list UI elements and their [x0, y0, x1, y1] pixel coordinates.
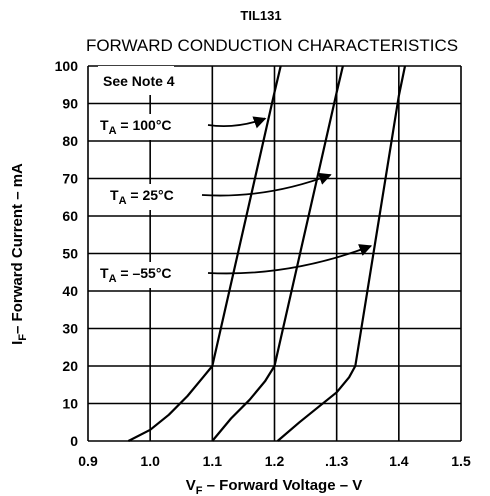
y-tick-labels: 0 10 20 30 40 50 60 70 80 90 100 [55, 58, 79, 449]
chart-title: TIL131 [240, 8, 281, 23]
series-label-main: T [100, 117, 109, 133]
note-label: See Note 4 [103, 73, 175, 89]
y-tick-label: 20 [62, 358, 78, 374]
x-tick-label: .1.3 [325, 453, 349, 469]
series-curve-2 [276, 65, 407, 442]
y-tick-label: 100 [55, 58, 79, 74]
annotation-arrow [207, 116, 267, 129]
x-tick-label: 1.1 [203, 453, 223, 469]
y-tick-label: 0 [70, 433, 78, 449]
y-tick-label: 30 [62, 321, 78, 337]
x-axis-label: VF – Forward Voltage – V [186, 477, 363, 496]
series-curve-0 [127, 65, 282, 442]
x-tick-label: 1.4 [389, 453, 409, 469]
x-axis-label-main: V [186, 477, 196, 494]
y-tick-label: 50 [62, 246, 78, 262]
annotation-label-bg [97, 114, 209, 140]
y-axis-label-group: IF– Forward Current – mA [9, 163, 29, 345]
y-tick-label: 10 [62, 396, 78, 412]
x-tick-label: 1.5 [451, 453, 471, 469]
grid-lines [87, 65, 462, 442]
series-curve-1 [211, 65, 344, 442]
series-label-main: T [110, 187, 119, 203]
y-tick-label: 90 [62, 96, 78, 112]
series-label-rest: = –55°C [117, 265, 172, 281]
y-axis-label-sub: F [17, 334, 29, 341]
series-label-2: TA = –55°C [100, 265, 172, 285]
y-tick-label: 60 [62, 208, 78, 224]
y-tick-label: 40 [62, 283, 78, 299]
y-tick-label: 70 [62, 171, 78, 187]
y-axis-label-main: I [9, 341, 26, 345]
annotation-arrow [207, 244, 373, 275]
x-tick-label: 0.9 [78, 453, 98, 469]
series-label-1: TA = 25°C [110, 187, 174, 207]
x-axis-label-sub: F [196, 485, 203, 496]
y-axis-label: IF– Forward Current – mA [9, 163, 29, 345]
series-label-sub: A [119, 195, 127, 207]
series-label-sub: A [109, 125, 117, 137]
annotation-arrow [201, 172, 332, 197]
chart-subtitle: FORWARD CONDUCTION CHARACTERISTICS [86, 36, 458, 55]
x-axis-label-rest: – Forward Voltage – V [202, 477, 362, 494]
series-label-sub: A [109, 273, 117, 285]
series-curves [127, 65, 407, 442]
x-tick-label: 1.2 [265, 453, 285, 469]
annotation-label-bg [107, 184, 203, 210]
series-label-rest: = 100°C [117, 117, 172, 133]
y-tick-label: 80 [62, 133, 78, 149]
x-tick-label: 1.0 [140, 453, 160, 469]
y-axis-label-rest: – Forward Current – mA [9, 163, 26, 334]
series-label-0: TA = 100°C [100, 117, 172, 137]
x-tick-labels: 0.9 1.0 1.1 1.2 .1.3 1.4 1.5 [78, 453, 471, 469]
series-label-main: T [100, 265, 109, 281]
annotation-label-bg [97, 262, 209, 288]
series-label-rest: = 25°C [127, 187, 174, 203]
series-annotations: TA = 100°CTA = 25°CTA = –55°C [97, 114, 373, 288]
note-box: See Note 4 [98, 66, 175, 95]
